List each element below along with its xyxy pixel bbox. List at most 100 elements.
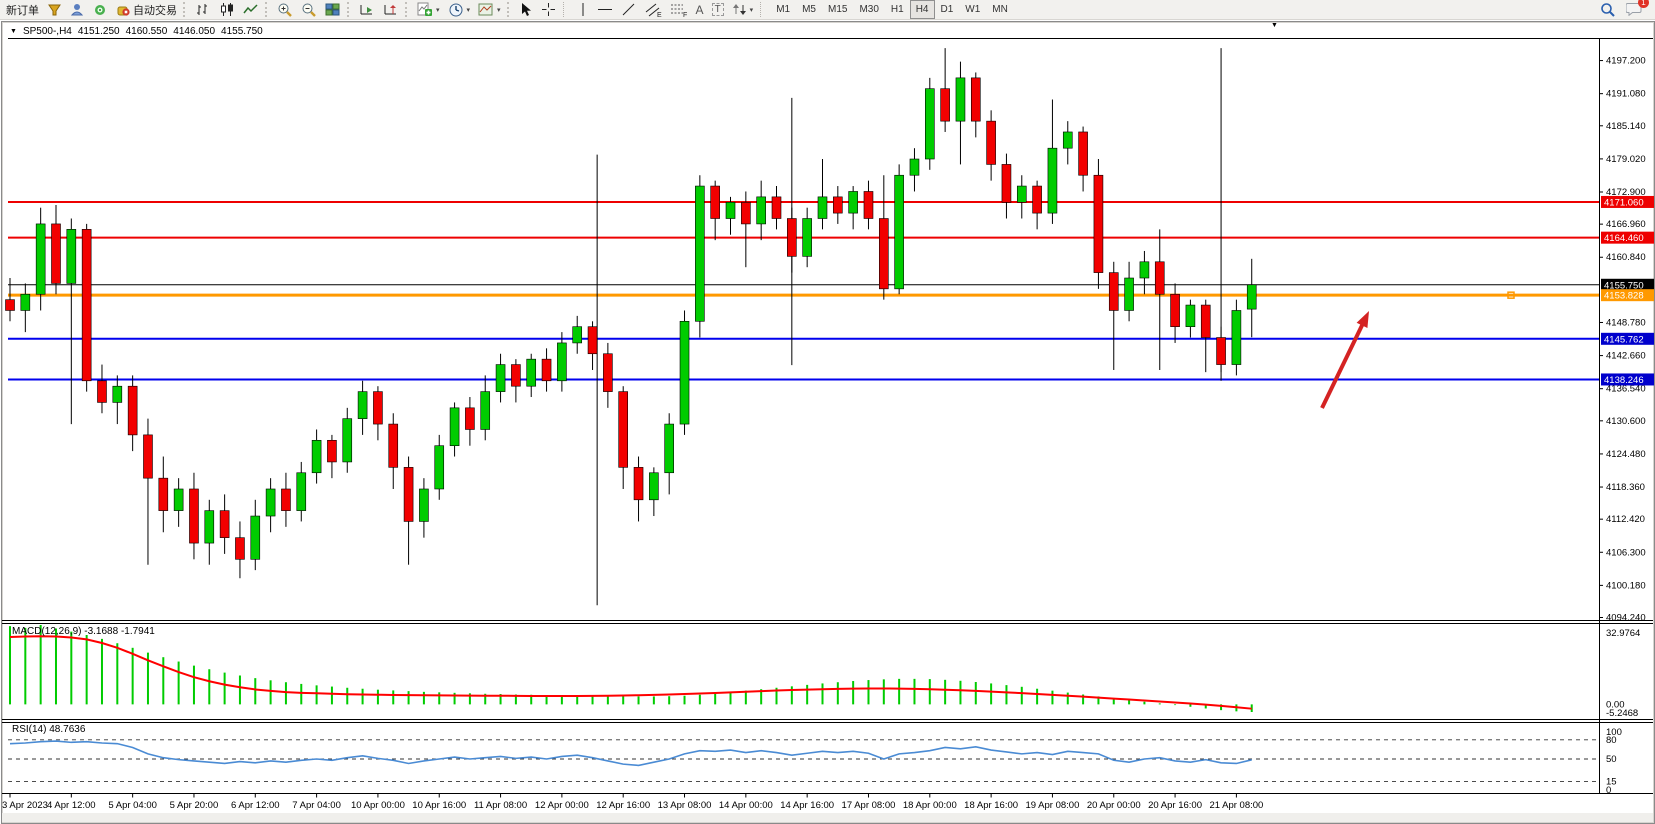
one-click-trading-arrow[interactable]: ▼ [10, 28, 17, 35]
svg-text:18 Apr 00:00: 18 Apr 00:00 [903, 800, 957, 811]
chart-title: ▼ SP500-,H4 4151.250 4160.550 4146.050 4… [10, 26, 263, 37]
candle [235, 537, 245, 560]
svg-text:18 Apr 16:00: 18 Apr 16:00 [964, 800, 1018, 811]
arrows-button[interactable]: ▾ [728, 0, 758, 19]
indicators-button[interactable]: ▾ [413, 0, 444, 19]
signal-icon-glyph [95, 5, 105, 15]
svg-text:21 Apr 08:00: 21 Apr 08:00 [1209, 800, 1263, 811]
candle [879, 218, 889, 290]
vertical-line-button[interactable] [573, 0, 593, 19]
toolbar-separator [562, 2, 570, 17]
candle [511, 364, 521, 387]
timeframe-button-M5[interactable]: M5 [802, 4, 816, 15]
line-chart-button[interactable] [239, 0, 263, 19]
periods-button[interactable]: ▾ [444, 0, 475, 19]
candle [480, 391, 491, 430]
timeframe-button-M30[interactable]: M30 [859, 4, 879, 15]
timeframe-button-M1[interactable]: M1 [776, 4, 791, 15]
text-button[interactable]: A [692, 0, 708, 19]
candle [1032, 185, 1042, 214]
line-chart-icon [243, 4, 258, 14]
search-icon[interactable] [1600, 2, 1616, 18]
toolbar: 新订单 自动交易 [0, 0, 1655, 20]
tile-windows-button[interactable] [321, 0, 345, 19]
text-label-button[interactable]: T [708, 0, 728, 19]
candle [1062, 131, 1073, 149]
svg-text:4136.540: 4136.540 [1606, 384, 1646, 395]
zoom-in-button[interactable] [273, 0, 297, 19]
candle [1154, 261, 1165, 295]
candle [465, 407, 475, 430]
templates-button[interactable]: ▾ [474, 0, 505, 19]
candle [250, 515, 261, 560]
timeframe-button-W1[interactable]: W1 [965, 4, 981, 15]
svg-text:4197.200: 4197.200 [1606, 56, 1646, 67]
equidistant-channel-icon: E [645, 3, 662, 18]
macd-signal-line [9, 635, 1252, 710]
notifications-button[interactable]: 1 [1625, 0, 1649, 19]
candle [1139, 261, 1150, 279]
candle [986, 120, 996, 165]
candle [909, 158, 920, 176]
timeframe-button-D1[interactable]: D1 [940, 4, 954, 15]
crosshair-icon [541, 3, 555, 16]
robot-icon [117, 6, 130, 16]
bar-chart-button[interactable] [191, 0, 215, 19]
community-person-icon[interactable] [66, 0, 89, 19]
candle [679, 320, 690, 425]
fibonacci-button[interactable]: F [666, 0, 692, 19]
timeframe-button-H4[interactable]: H4 [909, 0, 935, 19]
auto-trading-label: 自动交易 [133, 4, 177, 17]
status-strip [2, 813, 1653, 822]
new-order-label: 新订单 [6, 4, 39, 17]
toolbar-grip [265, 2, 271, 17]
arrow-annotation [1320, 320, 1366, 409]
candle [587, 326, 598, 355]
cursor-button[interactable] [515, 0, 537, 19]
auto-scroll-button[interactable] [355, 0, 379, 19]
equidistant-channel-button[interactable]: E [640, 0, 666, 19]
candle [802, 218, 812, 257]
crosshair-button[interactable] [537, 0, 560, 19]
text-icon: A [695, 2, 704, 17]
timeframe-button-H1[interactable]: H1 [890, 4, 904, 15]
svg-text:4171.060: 4171.060 [1604, 197, 1644, 208]
chart-shift-button[interactable] [379, 0, 403, 19]
signal-icon[interactable] [89, 0, 112, 19]
toolbar-grip [506, 2, 513, 17]
timeframe-button-M15[interactable]: M15 [828, 4, 848, 15]
candle [1200, 304, 1211, 338]
svg-text:4112.420: 4112.420 [1606, 514, 1645, 525]
funnel-icon[interactable] [43, 0, 66, 19]
candle [725, 201, 736, 219]
arrows-icon [732, 4, 746, 15]
svg-text:4166.960: 4166.960 [1606, 219, 1646, 230]
arrow-head [1356, 311, 1369, 329]
svg-text:50: 50 [1606, 754, 1617, 765]
svg-text:12 Apr 00:00: 12 Apr 00:00 [535, 800, 589, 811]
svg-text:4130.600: 4130.600 [1606, 416, 1646, 427]
clock-icon [449, 3, 463, 16]
zoom-out-button[interactable] [297, 0, 321, 19]
timeframe-button-MN[interactable]: MN [992, 4, 1008, 15]
auto-trading-button[interactable]: 自动交易 [112, 0, 181, 19]
arrows-caret: ▾ [749, 6, 754, 14]
horizontal-line-button[interactable] [593, 0, 617, 19]
template-icon [478, 3, 493, 16]
candle [1001, 164, 1012, 203]
trendline-button[interactable] [617, 0, 640, 19]
new-order-button[interactable]: 新订单 [2, 0, 43, 19]
svg-text:4172.900: 4172.900 [1606, 187, 1646, 198]
candle [66, 229, 77, 284]
chart-menu-arrow[interactable]: ▼ [1271, 22, 1278, 29]
svg-text:F: F [683, 12, 687, 18]
candlestick-chart-button[interactable] [215, 0, 239, 19]
candle [1170, 293, 1180, 328]
svg-text:6 Apr 12:00: 6 Apr 12:00 [231, 800, 280, 811]
chart-low: 4146.050 [173, 26, 216, 37]
candle [863, 191, 874, 219]
candle [924, 88, 935, 160]
candle [403, 467, 414, 522]
svg-text:17 Apr 08:00: 17 Apr 08:00 [842, 800, 896, 811]
